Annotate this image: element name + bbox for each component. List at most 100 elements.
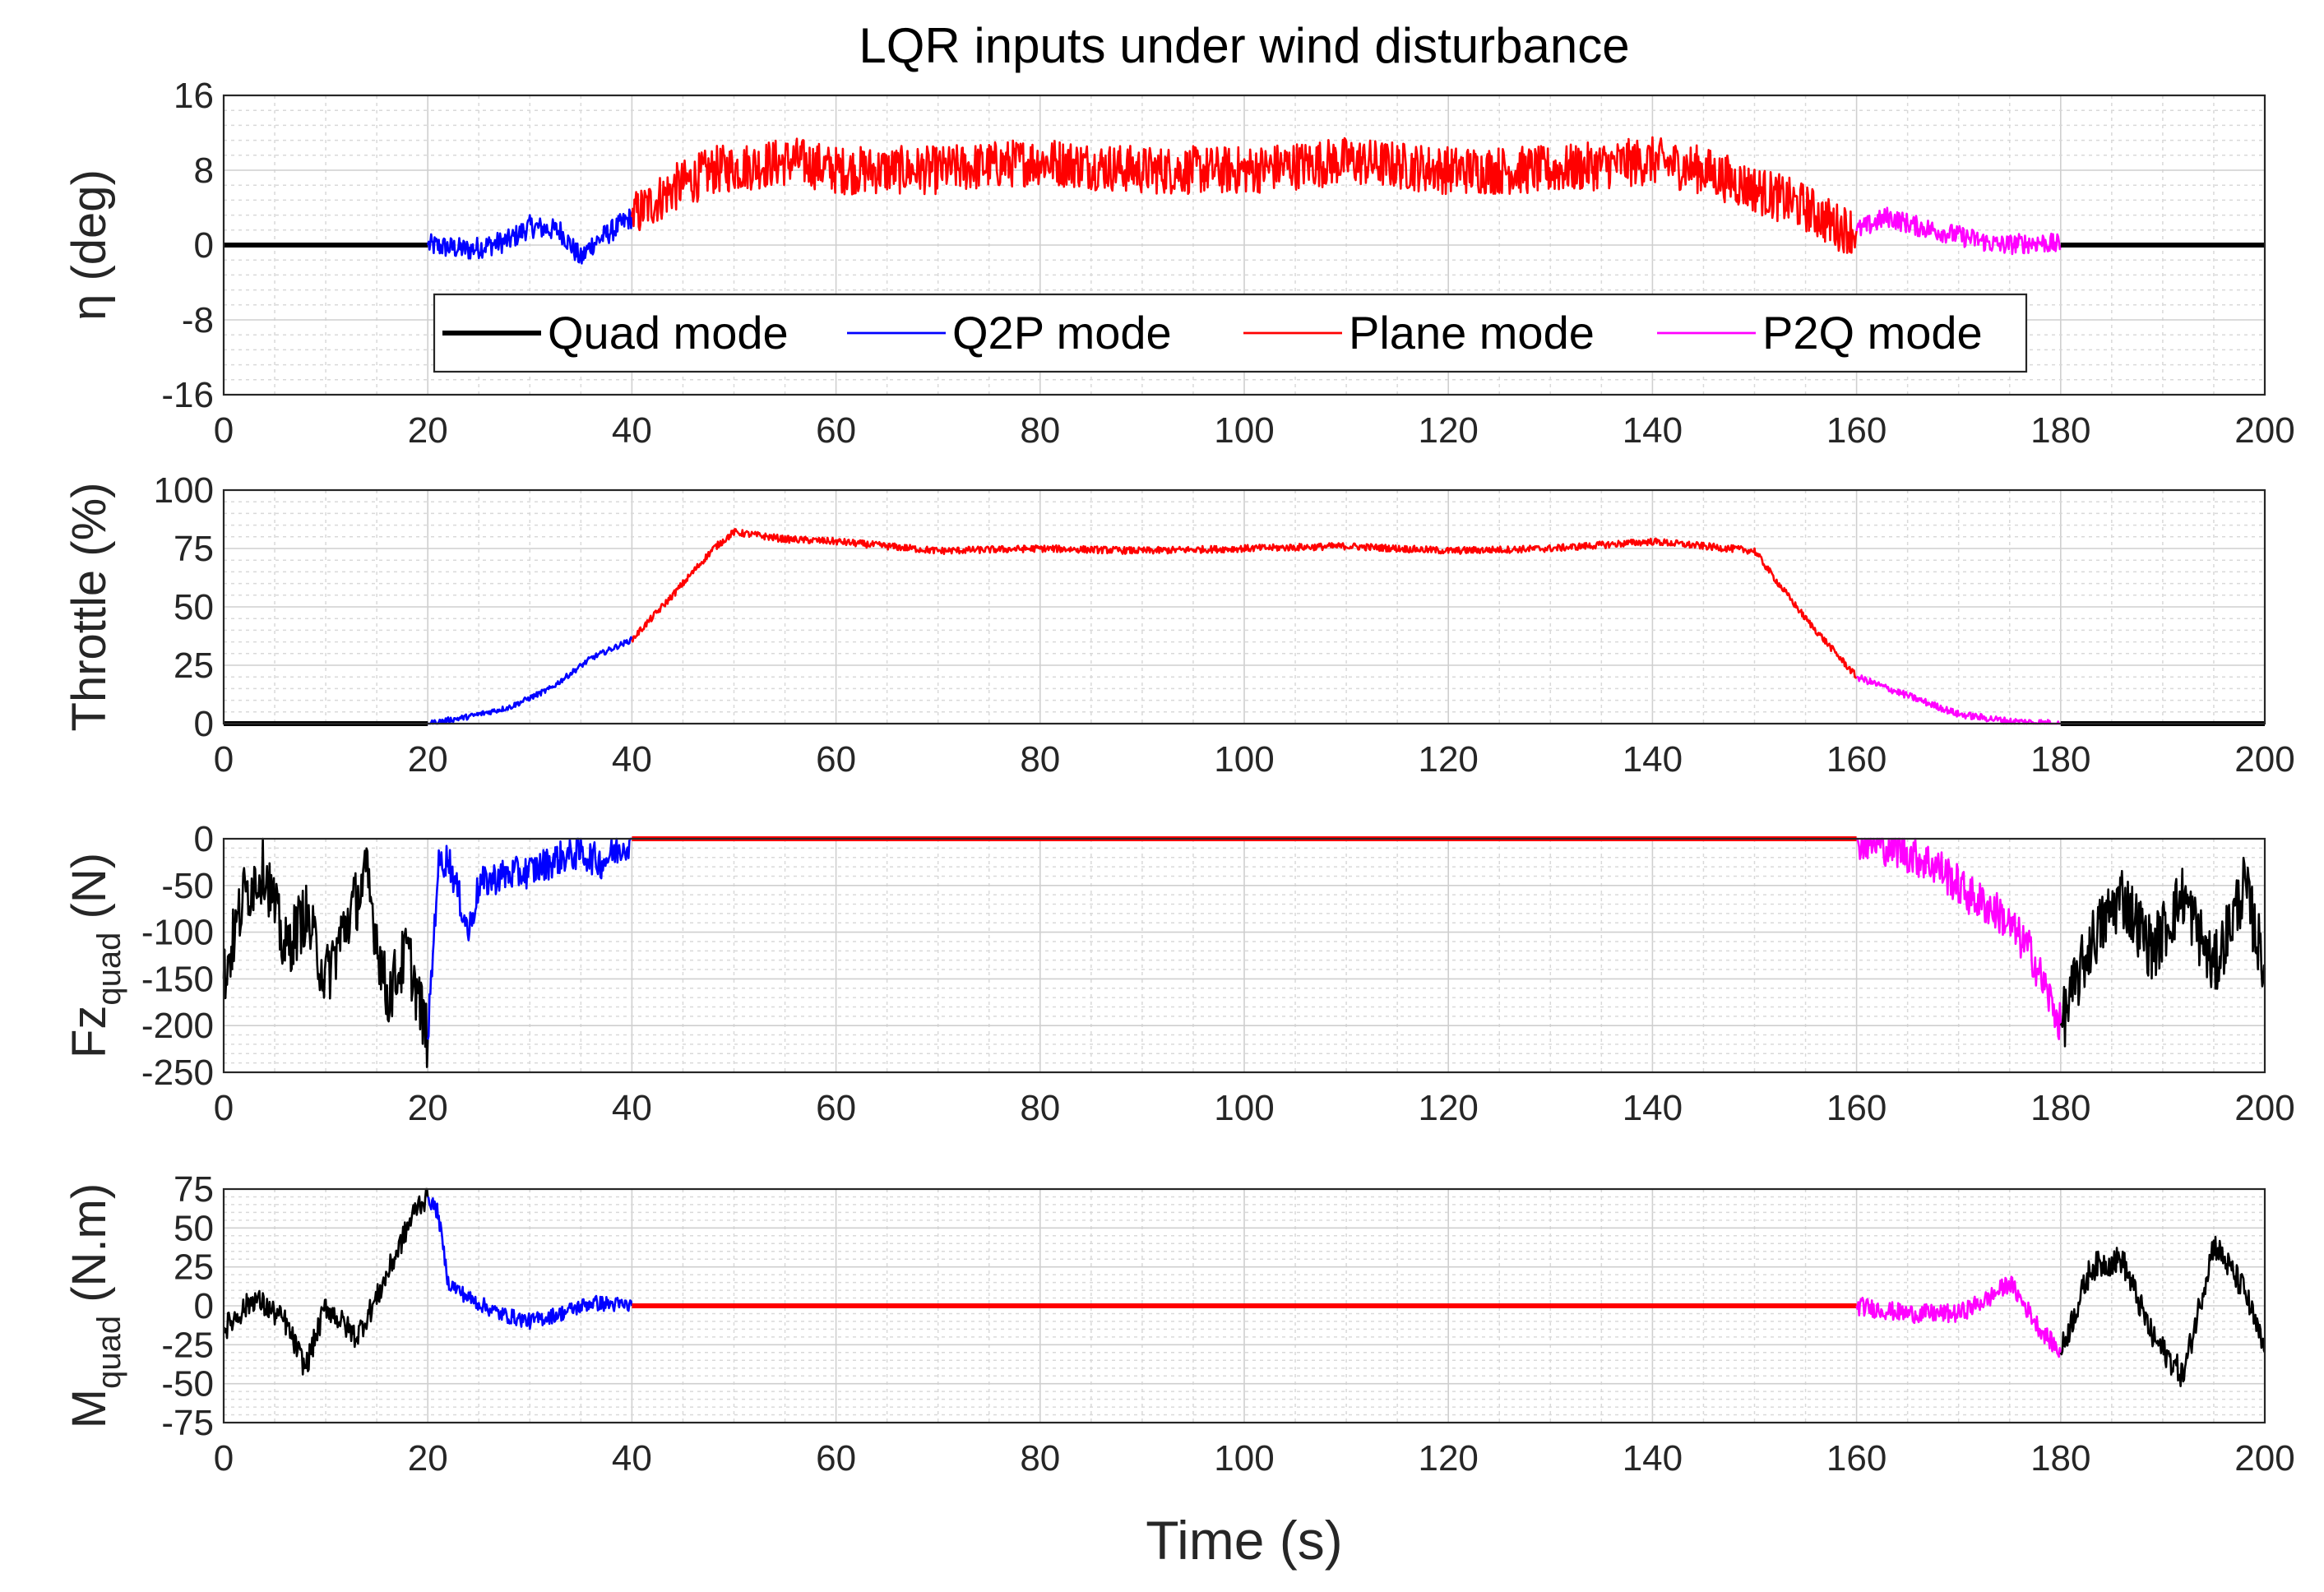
y-tick-label: -8: [182, 300, 214, 340]
legend-label: Quad mode: [548, 307, 789, 359]
x-tick-label: 180: [2030, 410, 2090, 451]
x-tick-label: 80: [1020, 739, 1060, 780]
x-tick-label: 180: [2030, 1088, 2090, 1128]
y-tick-label: 50: [174, 587, 214, 627]
y-tick-label: -250: [141, 1053, 214, 1093]
x-tick-label: 120: [1418, 410, 1478, 451]
y-tick-label: 100: [154, 470, 214, 511]
x-tick-label: 40: [612, 410, 652, 451]
x-tick-label: 20: [408, 410, 448, 451]
y-axis-label-main: Fz: [62, 1006, 116, 1058]
y-tick-label: 50: [174, 1208, 214, 1248]
y-axis-label-unit: (N.m): [62, 1183, 116, 1316]
x-tick-label: 60: [816, 739, 856, 780]
x-tick-label: 0: [214, 410, 234, 451]
y-tick-label: 25: [174, 646, 214, 686]
y-tick-label: -150: [141, 959, 214, 999]
y-axis-label: Fzquad (N): [62, 853, 127, 1058]
y-tick-label: -16: [161, 375, 214, 415]
x-tick-label: 40: [612, 1088, 652, 1128]
series-line-p2q-mode: [1855, 206, 2062, 256]
x-tick-label: 60: [816, 410, 856, 451]
x-tick-label: 100: [1214, 410, 1274, 451]
y-tick-label: 8: [194, 150, 214, 191]
y-axis-label-main: Throttle (%): [62, 483, 116, 732]
x-tick-label: 140: [1623, 1088, 1683, 1128]
y-axis-label-unit: (N): [62, 853, 116, 933]
y-axis-label: Mquad (N.m): [62, 1183, 127, 1428]
x-tick-label: 200: [2234, 739, 2294, 780]
x-tick-label: 0: [214, 1438, 234, 1479]
x-tick-label: 0: [214, 1088, 234, 1128]
x-tick-label: 60: [816, 1088, 856, 1128]
x-tick-label: 40: [612, 739, 652, 780]
panel-throttle: 100 75 50 25 00 20 40 60 80 100 120 140 160 180 200 Thr…: [62, 470, 2295, 780]
y-tick-label: -100: [141, 913, 214, 953]
series-group: [222, 136, 2266, 265]
series-line-quad-mode: [222, 837, 429, 1068]
x-tick-label: 200: [2234, 1438, 2294, 1479]
series-line-q2p-mode: [427, 1196, 633, 1331]
series-line-q2p-mode: [426, 208, 633, 265]
x-tick-label: 20: [408, 739, 448, 780]
series-line-quad-mode: [2059, 1235, 2266, 1387]
series-line-q2p-mode: [426, 837, 632, 1040]
y-axis-label-main: η (deg): [62, 169, 116, 321]
axes-frame: [222, 94, 2266, 396]
chart-title: LQR inputs under wind disturbance: [859, 18, 1629, 73]
x-tick-label: 140: [1623, 410, 1683, 451]
legend-box: [433, 293, 2028, 373]
legend-label: Q2P mode: [952, 307, 1172, 359]
x-tick-label: 0: [214, 739, 234, 780]
x-tick-label: 100: [1214, 739, 1274, 780]
x-axis-label: Time (s): [1146, 1510, 1343, 1571]
x-tick-label: 60: [816, 1438, 856, 1479]
grid: [223, 489, 2266, 724]
y-tick-label: 16: [174, 76, 214, 116]
y-axis-label-subscript: quad: [91, 933, 127, 1006]
x-tick-label: 120: [1418, 739, 1478, 780]
series-line-plane-mode: [631, 136, 1858, 254]
x-tick-label: 200: [2234, 1088, 2294, 1128]
y-tick-label: 25: [174, 1247, 214, 1288]
series-line-p2q-mode: [1856, 837, 2062, 1040]
series-group: [222, 1187, 2266, 1387]
x-tick-label: 160: [1826, 1438, 1887, 1479]
x-tick-label: 20: [408, 1438, 448, 1479]
y-tick-label: 0: [194, 1286, 214, 1326]
y-tick-label: 0: [194, 819, 214, 859]
x-tick-label: 160: [1826, 410, 1887, 451]
y-axis-label-subscript: quad: [91, 1316, 127, 1389]
x-tick-label: 20: [408, 1088, 448, 1128]
y-tick-label: -50: [161, 1364, 214, 1405]
x-tick-label: 140: [1623, 1438, 1683, 1479]
series-line-q2p-mode: [427, 636, 633, 725]
x-tick-label: 180: [2030, 739, 2090, 780]
y-tick-label: 0: [194, 225, 214, 266]
y-tick-label: -75: [161, 1403, 214, 1443]
series-line-plane-mode: [631, 528, 1858, 679]
series-line-quad-mode: [222, 1187, 429, 1376]
legend-label: P2Q mode: [1762, 307, 1983, 359]
series-line-quad-mode: [2059, 856, 2266, 1048]
x-tick-label: 160: [1826, 1088, 1887, 1128]
axes-frame: [222, 488, 2266, 725]
x-tick-label: 100: [1214, 1438, 1274, 1479]
x-tick-label: 80: [1020, 1088, 1060, 1128]
x-tick-label: 120: [1418, 1088, 1478, 1128]
y-axis-label: Throttle (%): [62, 483, 116, 732]
y-tick-label: -200: [141, 1006, 214, 1046]
x-tick-label: 200: [2234, 410, 2294, 451]
x-tick-label: 100: [1214, 1088, 1274, 1128]
x-tick-label: 160: [1826, 739, 1887, 780]
y-axis-label: η (deg): [62, 169, 116, 321]
x-tick-label: 180: [2030, 1438, 2090, 1479]
y-axis-label-main: M: [62, 1389, 116, 1428]
legend-label: Plane mode: [1349, 307, 1595, 359]
y-tick-label: 75: [174, 1169, 214, 1210]
